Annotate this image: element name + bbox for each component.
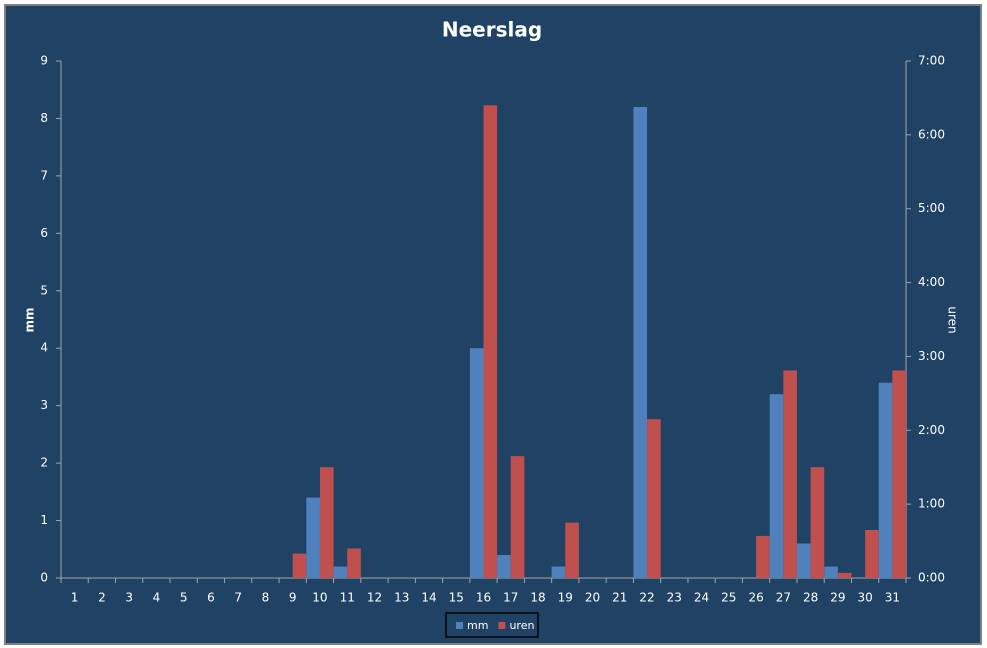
y-tick-label: 9 xyxy=(40,54,48,68)
y2-tick-label: 6:00 xyxy=(918,127,945,141)
x-tick-label: 3 xyxy=(125,591,133,605)
bar xyxy=(783,370,797,578)
bar xyxy=(824,566,838,578)
chart-title: Neerslag xyxy=(442,18,542,42)
x-tick-label: 29 xyxy=(830,591,845,605)
bar xyxy=(769,394,784,578)
x-tick-label: 9 xyxy=(289,591,297,605)
y-tick-label: 5 xyxy=(40,283,48,297)
y-axis-label: mm xyxy=(23,307,37,332)
y-tick-label: 4 xyxy=(40,341,48,355)
y2-tick-label: 1:00 xyxy=(918,497,945,511)
legend-label: mm xyxy=(467,619,488,632)
y2-tick-label: 4:00 xyxy=(918,275,945,289)
x-tick-label: 30 xyxy=(857,591,872,605)
legend-swatch xyxy=(456,622,463,629)
y2-tick-label: 2:00 xyxy=(918,423,945,437)
x-tick-label: 23 xyxy=(667,591,682,605)
bar xyxy=(810,467,825,578)
y2-tick-label: 5:00 xyxy=(918,201,945,215)
y2-axis-label: uren xyxy=(946,306,960,333)
x-tick-label: 11 xyxy=(340,591,355,605)
y-tick-label: 6 xyxy=(40,226,48,240)
bar xyxy=(333,566,348,578)
legend-swatch xyxy=(498,622,506,629)
x-tick-label: 6 xyxy=(207,591,215,605)
x-tick-label: 26 xyxy=(748,591,763,605)
x-tick-label: 4 xyxy=(153,591,161,605)
bar xyxy=(469,348,484,578)
y-tick-label: 2 xyxy=(40,456,48,470)
bar xyxy=(319,467,334,578)
y2-tick-label: 0:00 xyxy=(918,571,945,585)
bar xyxy=(647,419,661,578)
bar xyxy=(756,535,770,578)
bar xyxy=(497,555,511,578)
y-tick-label: 7 xyxy=(40,168,48,182)
bar xyxy=(892,370,906,578)
x-tick-label: 19 xyxy=(558,591,573,605)
legend-box xyxy=(445,612,539,638)
x-tick-label: 25 xyxy=(721,591,736,605)
x-tick-label: 10 xyxy=(312,591,327,605)
x-tick-label: 8 xyxy=(262,591,270,605)
x-tick-label: 16 xyxy=(476,591,491,605)
bar xyxy=(878,382,893,578)
bar xyxy=(865,529,879,578)
x-tick-label: 20 xyxy=(585,591,600,605)
x-tick-label: 18 xyxy=(530,591,545,605)
x-tick-label: 22 xyxy=(639,591,654,605)
bar xyxy=(565,522,579,578)
x-tick-label: 24 xyxy=(694,591,709,605)
y2-tick-label: 7:00 xyxy=(918,54,945,68)
bar xyxy=(633,106,648,578)
y-tick-label: 1 xyxy=(40,513,48,527)
x-tick-label: 14 xyxy=(421,591,436,605)
x-tick-label: 17 xyxy=(503,591,518,605)
bar xyxy=(796,543,811,578)
x-tick-label: 5 xyxy=(180,591,188,605)
bar xyxy=(292,553,307,578)
y2-tick-label: 3:00 xyxy=(918,349,945,363)
x-tick-label: 2 xyxy=(98,591,106,605)
bar xyxy=(510,456,525,578)
x-tick-label: 28 xyxy=(803,591,818,605)
x-tick-label: 7 xyxy=(234,591,242,605)
x-tick-label: 21 xyxy=(612,591,627,605)
bar xyxy=(837,572,852,578)
bar xyxy=(551,566,566,578)
y-tick-label: 0 xyxy=(40,571,48,585)
x-tick-label: 31 xyxy=(885,591,900,605)
x-tick-label: 27 xyxy=(776,591,791,605)
y-tick-label: 8 xyxy=(40,111,48,125)
x-tick-label: 1 xyxy=(71,591,79,605)
x-tick-label: 12 xyxy=(367,591,382,605)
bar xyxy=(347,548,361,578)
x-tick-label: 15 xyxy=(449,591,464,605)
bar xyxy=(306,497,320,578)
y-tick-label: 3 xyxy=(40,398,48,412)
legend-label: uren xyxy=(509,619,534,632)
bar xyxy=(483,105,498,579)
x-tick-label: 13 xyxy=(394,591,409,605)
